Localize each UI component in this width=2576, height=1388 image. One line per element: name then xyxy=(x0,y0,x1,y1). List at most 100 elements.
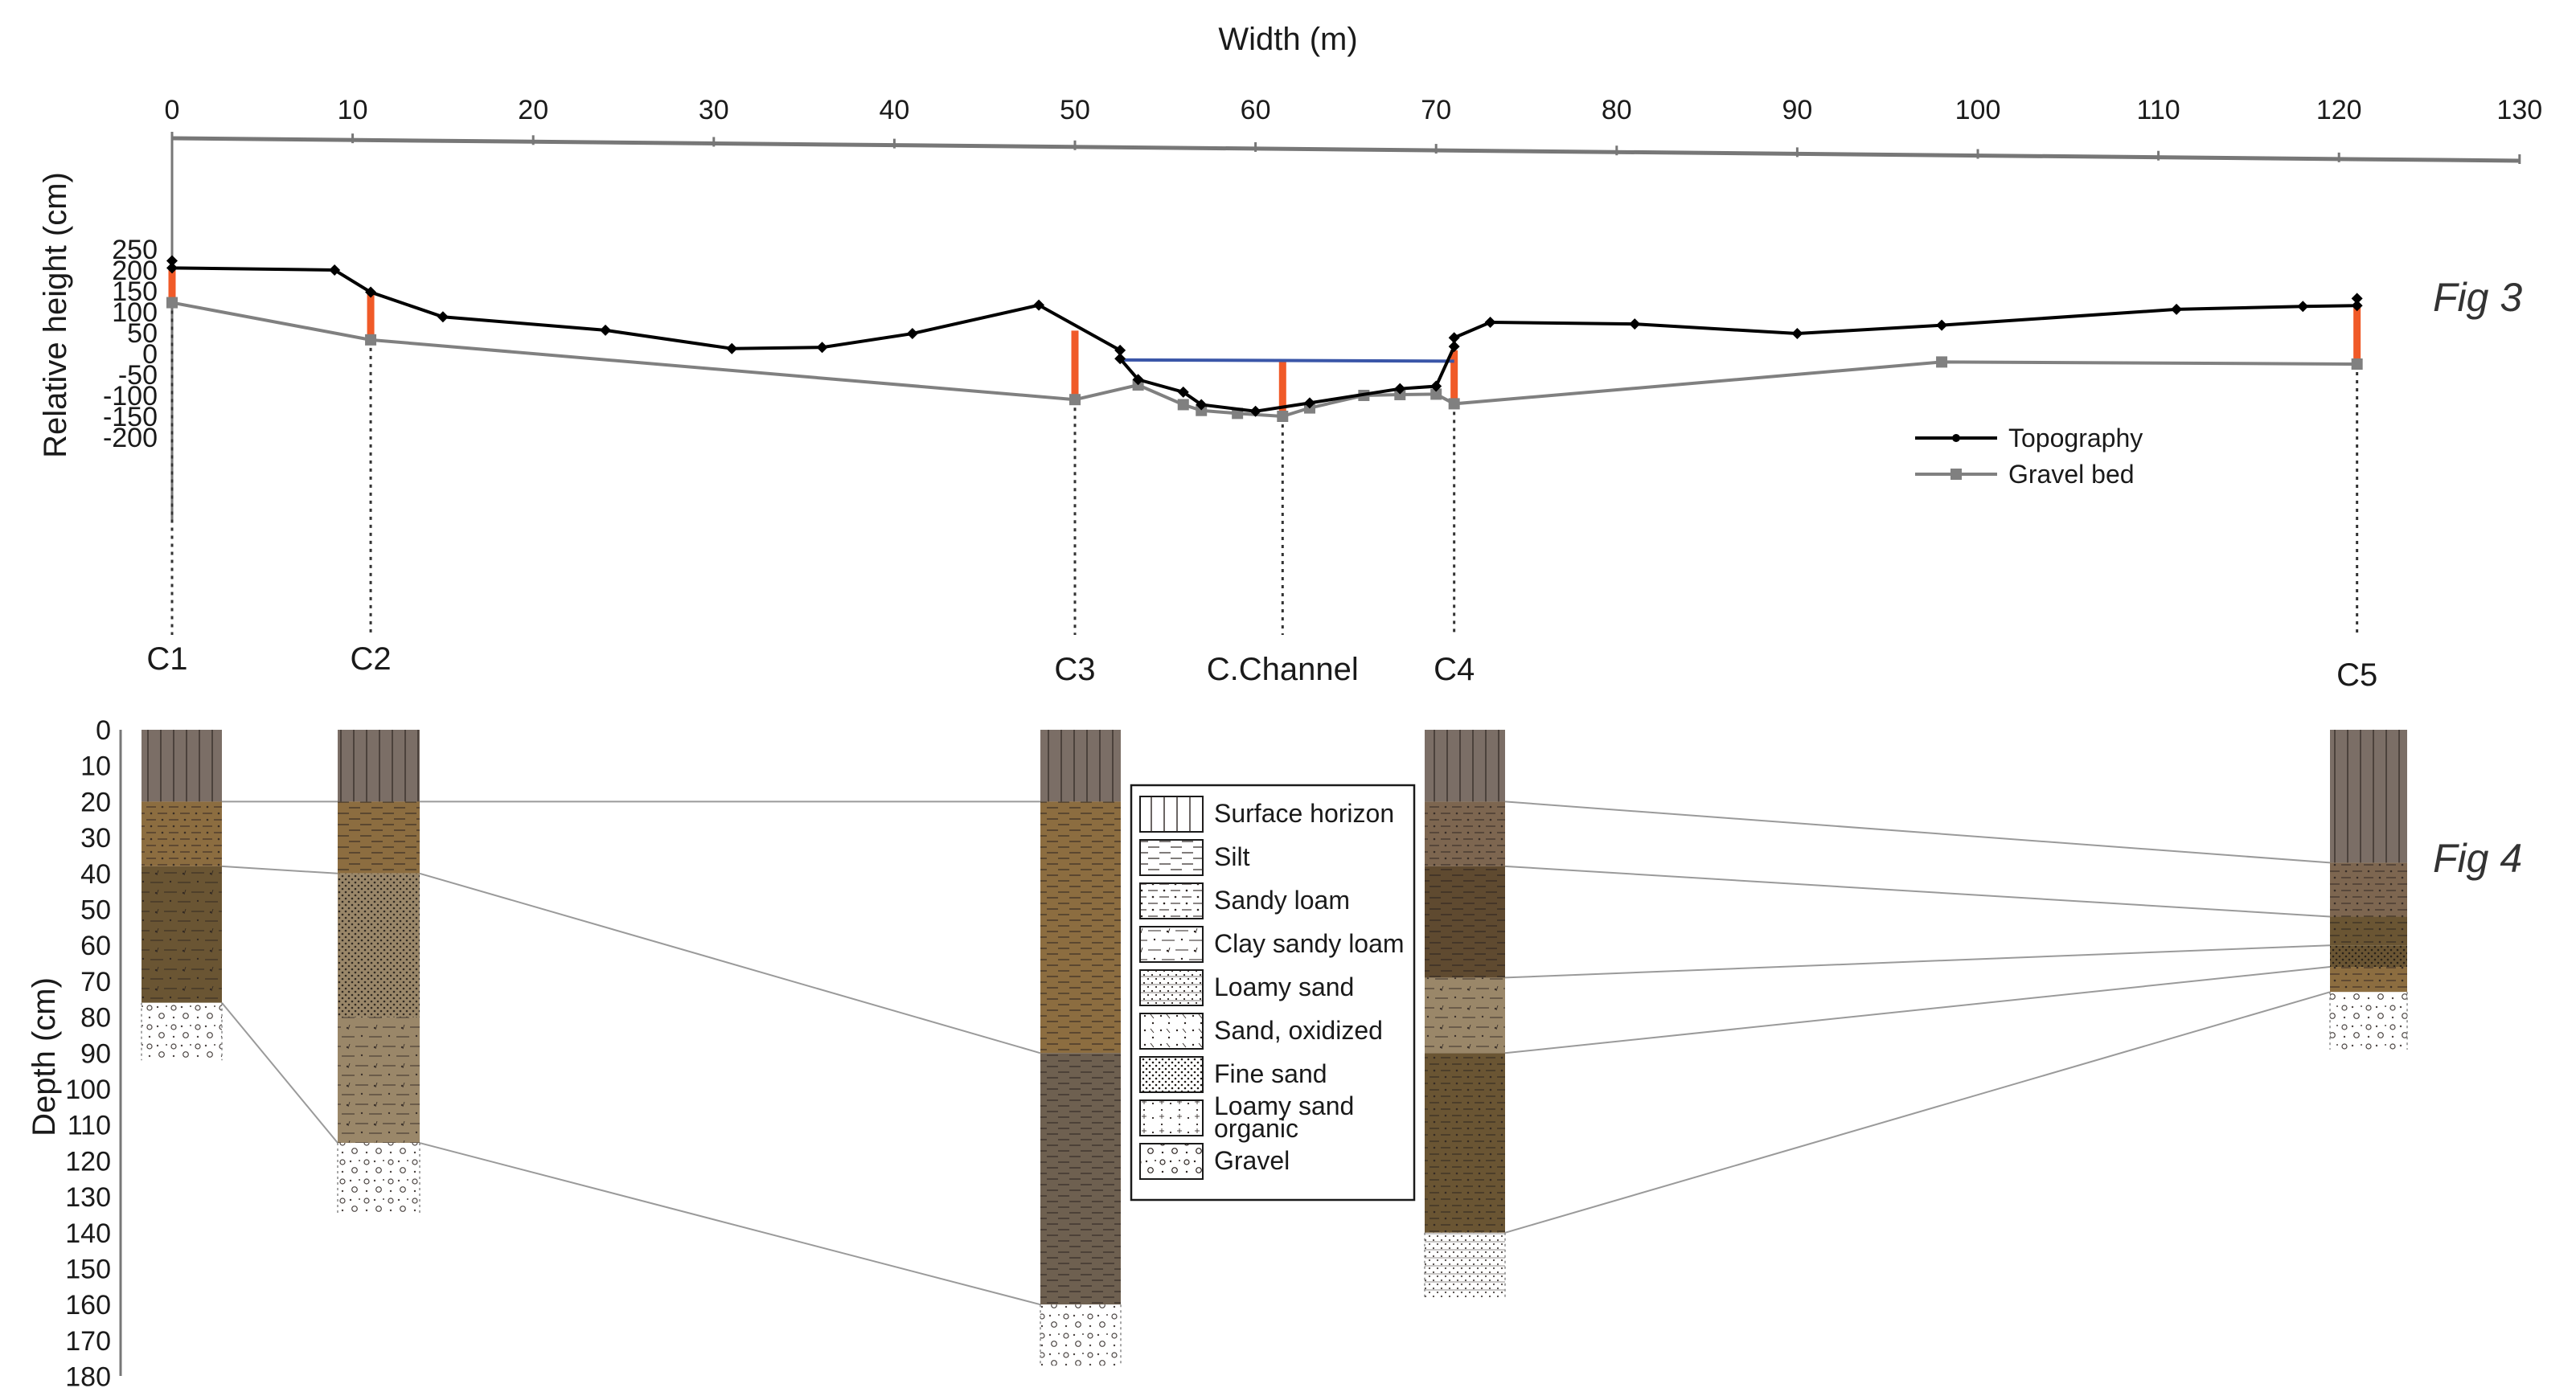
gravel-bed-point xyxy=(365,334,377,346)
legend-label: Clay sandy loam xyxy=(1214,929,1405,958)
fig3-x-tick-labels: 0 10 20 30 40 50 60 70 80 90 100 110 120 130 xyxy=(165,95,2543,125)
topography-point xyxy=(1303,397,1315,409)
topography-point xyxy=(600,324,612,336)
depth-tick-label: 160 xyxy=(65,1290,111,1320)
y-tick-label: 50 xyxy=(127,318,158,349)
depth-tick-label: 170 xyxy=(65,1326,111,1357)
legend-gravel-marker xyxy=(1950,469,1962,480)
legend-swatch-silt xyxy=(1140,840,1203,875)
legend-label: Loamy sand organic xyxy=(1214,1091,1354,1143)
depth-tick-label: 110 xyxy=(68,1111,111,1141)
fig4-y-axis-title: Depth (cm) xyxy=(27,977,62,1136)
core-label: C2 xyxy=(350,641,391,677)
gravel-bed-point xyxy=(1069,394,1081,406)
topography-point xyxy=(726,342,738,354)
correlation-line xyxy=(221,865,338,874)
x-tick-label: 40 xyxy=(879,95,909,125)
depth-tick-label: 90 xyxy=(80,1038,111,1069)
fig4-legend: Surface horizon Silt Sandy loam Clay sandy … xyxy=(1130,784,1416,1202)
topography-point xyxy=(329,264,341,276)
depth-tick-label: 50 xyxy=(80,895,111,926)
core-column-c1 xyxy=(141,730,223,1061)
x-tick-label: 130 xyxy=(2496,95,2542,125)
legend-label: Fine sand xyxy=(1214,1059,1327,1088)
core-label: C5 xyxy=(2336,657,2377,693)
legend-label: Loamy sand xyxy=(1214,972,1354,1001)
topography-point xyxy=(1114,344,1126,356)
y-tick-label: -50 xyxy=(118,360,158,391)
layer-texture xyxy=(1425,1232,1505,1298)
layer-texture xyxy=(2330,916,2407,946)
topography-point xyxy=(1629,318,1641,330)
y-tick-label: 200 xyxy=(112,256,158,286)
legend-label: Silt xyxy=(1214,842,1250,871)
core-label: C3 xyxy=(1054,652,1095,687)
legend-swatch-loamysand xyxy=(1140,970,1203,1005)
topography-point xyxy=(2351,293,2363,305)
legend-swatch-claysandy xyxy=(1140,927,1203,962)
topography-point xyxy=(2171,303,2183,315)
core-column-c5 xyxy=(2329,730,2408,1050)
fig3-label: Fig 3 xyxy=(2433,275,2522,320)
layer-texture xyxy=(1040,730,1121,802)
layer-texture xyxy=(2330,967,2407,993)
layer-texture xyxy=(338,1017,420,1144)
fig3-legend: Topography Gravel bed xyxy=(1915,424,2143,489)
correlation-line xyxy=(419,872,1041,1054)
gravel-bed-point xyxy=(1277,411,1289,422)
layer-texture xyxy=(142,730,222,802)
fig3-core-markers xyxy=(168,268,2361,635)
depth-tick-label: 140 xyxy=(65,1218,111,1249)
x-tick-label: 10 xyxy=(338,95,368,125)
gravel-bed-point xyxy=(1177,399,1189,411)
gravel-bed-point xyxy=(1936,356,1948,368)
topography-point xyxy=(1114,353,1126,365)
legend-topography-marker xyxy=(1952,434,1960,442)
fig3-cross-section: Width (m) 0 10 20 30 40 50 60 70 80 90 100 110 120 13… xyxy=(38,22,2542,693)
gravel-bed-point xyxy=(166,297,178,309)
layer-texture xyxy=(1040,801,1121,1054)
core-label: C4 xyxy=(1434,652,1475,687)
legend-swatch-surface xyxy=(1140,796,1203,832)
correlation-line xyxy=(419,1142,1041,1306)
correlation-line xyxy=(1504,800,2331,864)
topography-series xyxy=(170,260,2359,413)
depth-tick-label: 0 xyxy=(96,715,111,746)
y-tick-label: -200 xyxy=(103,423,158,453)
fig3-y-axis-title: Relative height (cm) xyxy=(38,172,73,458)
core-label: C1 xyxy=(146,641,187,677)
layer-texture xyxy=(338,801,420,874)
y-tick-label: -150 xyxy=(103,402,158,432)
fig4-y-tick-labels: 0 10 20 30 40 50 60 70 80 90 100 110 120 130 140 150 160… xyxy=(65,715,111,1388)
layer-texture xyxy=(2330,945,2407,968)
layer-texture xyxy=(1040,1053,1121,1305)
topography-point xyxy=(2297,301,2309,313)
gravel-bed-point xyxy=(1430,388,1442,400)
channel-water-line xyxy=(1120,358,1454,363)
topography-point xyxy=(2351,300,2363,312)
correlation-line xyxy=(1504,991,2331,1234)
y-tick-label: 150 xyxy=(112,276,158,307)
topography-point xyxy=(1791,328,1803,340)
layer-texture xyxy=(2330,992,2407,1050)
x-tick-label: 50 xyxy=(1060,95,1090,125)
legend-swatch-sandox xyxy=(1140,1013,1203,1049)
legend-label: Sandy loam xyxy=(1214,886,1350,915)
layer-texture xyxy=(1425,801,1505,866)
topography-point xyxy=(1484,317,1496,328)
x-tick-label: 30 xyxy=(699,95,729,125)
depth-tick-label: 40 xyxy=(80,859,111,890)
correlation-line xyxy=(1504,944,2331,979)
correlation-line xyxy=(1504,865,2331,918)
legend-swatch-lsorganic xyxy=(1140,1100,1203,1136)
x-tick-label: 100 xyxy=(1955,95,2001,125)
topography-point xyxy=(1249,405,1261,417)
fig4-label: Fig 4 xyxy=(2433,836,2522,881)
x-tick-label: 70 xyxy=(1421,95,1451,125)
y-tick-label: 0 xyxy=(142,339,158,370)
gravel-bed-point xyxy=(1196,404,1208,416)
gravel-bed-point xyxy=(1394,388,1406,400)
topography-point xyxy=(1177,386,1189,398)
depth-tick-label: 120 xyxy=(65,1146,111,1177)
